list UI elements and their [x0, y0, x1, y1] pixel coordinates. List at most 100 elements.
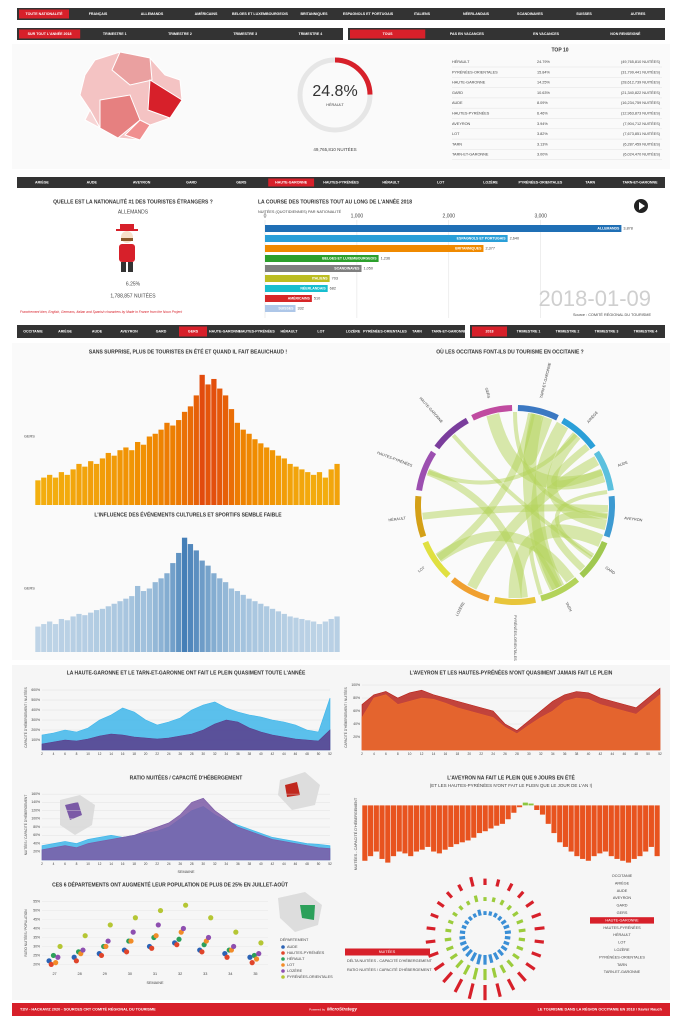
nav-tab[interactable]: LOT: [317, 329, 325, 333]
bar: [265, 305, 296, 312]
radial-bar: [518, 937, 526, 942]
nav-tab[interactable]: OCCITANIE: [23, 329, 43, 333]
filter-item[interactable]: GERS: [617, 911, 628, 915]
nav-tab[interactable]: BELGES ET LUXEMBOURGEOIS: [232, 12, 289, 16]
nav-tab[interactable]: TRIMESTRE 2: [168, 32, 192, 36]
nav-tab[interactable]: ESPAGNOLS ET PORTUGAIS: [343, 12, 394, 16]
filter-item[interactable]: OCCITANIE: [612, 874, 633, 878]
nav-tab[interactable]: ITALIENS: [414, 12, 431, 16]
bar: [499, 805, 505, 824]
nav-tab[interactable]: TRIMESTRE 4: [299, 32, 323, 36]
bar: [316, 624, 323, 652]
nav-tab[interactable]: GARD: [156, 329, 167, 333]
x-tick-label: 44: [282, 862, 286, 866]
x-tick-label: 34: [551, 752, 555, 756]
nav-tab[interactable]: NÉERLANDAIS: [463, 11, 490, 16]
filter-item[interactable]: TARN-ET-GARONNE: [604, 970, 641, 974]
nav-tab[interactable]: SCANDINAVES: [517, 12, 543, 16]
bar: [47, 474, 53, 505]
bar: [265, 295, 312, 302]
nav-tab[interactable]: LOT: [437, 180, 445, 184]
nav-tab[interactable]: ALLEMANDS: [141, 12, 164, 16]
nav-tab[interactable]: GARD: [186, 180, 197, 184]
nav-tab[interactable]: LOZÈRE: [483, 179, 498, 184]
nav-tab-active[interactable]: [350, 29, 426, 39]
nav-tab[interactable]: 2018: [486, 329, 494, 333]
filter-item[interactable]: HAUTES-PYRÉNÉES: [603, 925, 641, 930]
nav-tab[interactable]: LOZÈRE: [346, 328, 361, 333]
nav-tab[interactable]: GERS: [188, 329, 199, 333]
nav-tab[interactable]: HAUTE-GARONNE: [209, 329, 242, 333]
filter-item[interactable]: LOZÈRE: [614, 947, 630, 952]
nav-tab-active[interactable]: [472, 326, 507, 337]
nav-tab[interactable]: PYRÉNÉES-ORIENTALES: [519, 179, 563, 184]
nav-tab[interactable]: SUISSES: [576, 12, 592, 16]
nav-tab[interactable]: ARIÈGE: [58, 328, 72, 333]
filter-item[interactable]: AUDE: [617, 889, 628, 893]
nav-tab[interactable]: TARN-ET-GARONNE: [623, 180, 658, 184]
filter-item[interactable]: HÉRAULT: [613, 932, 631, 937]
nav-tab[interactable]: TRIMESTRE 1: [517, 329, 541, 333]
nav-tab[interactable]: AUTRES: [631, 12, 646, 16]
bar: [368, 805, 374, 857]
nav-tab[interactable]: GERS: [236, 180, 247, 184]
nav-tab[interactable]: TOUS: [383, 32, 394, 36]
filter-item[interactable]: GARD: [617, 904, 628, 908]
nav-tab[interactable]: HAUTES-PYRÉNÉES: [323, 179, 359, 184]
nav-tab[interactable]: AVEYRON: [120, 329, 138, 333]
nav-tab[interactable]: HÉRAULT: [281, 328, 299, 333]
nav-tab-active[interactable]: [179, 326, 207, 337]
chord-arc: [517, 405, 559, 421]
bar: [379, 805, 385, 859]
nav-tab[interactable]: HAUTES-PYRÉNÉES: [239, 328, 275, 333]
top10-nuitees: (49,765,810 NUITÉES): [621, 59, 661, 64]
filter-item[interactable]: HAUTE-GARONNE: [605, 918, 639, 922]
filter-active[interactable]: [590, 917, 654, 924]
filter-item[interactable]: ARIÈGE: [615, 880, 630, 885]
nav-tab[interactable]: NON RENSEIGNÉ: [610, 31, 641, 36]
filter-item[interactable]: TARN: [617, 963, 627, 967]
nav-tab[interactable]: TRIMESTRE 1: [103, 32, 127, 36]
nav-tab[interactable]: ARIÈGE: [35, 179, 49, 184]
nav-tab[interactable]: AVEYRON: [133, 180, 151, 184]
filter-item[interactable]: PYRÉNÉES-ORIENTALES: [599, 954, 645, 959]
nav-tab[interactable]: AMÉRICAINS: [195, 11, 218, 16]
nav-tab[interactable]: TRIMESTRE 3: [233, 32, 257, 36]
x-tick-label: 8: [76, 752, 78, 756]
nationality-title: QUELLE EST LA NATIONALITÉ #1 DES TOURIST…: [53, 197, 213, 205]
nav-tab[interactable]: BRITANNIQUES: [300, 12, 328, 16]
filter-item[interactable]: LOT: [618, 941, 626, 945]
nav-tab-active[interactable]: [19, 29, 81, 39]
chart-title: L'AVEYRON ET LES HAUTES-PYRÉNÉES N'ONT Q…: [410, 668, 613, 676]
nav-tab[interactable]: EN VACANCES: [533, 32, 559, 36]
nav-tab[interactable]: TARN: [412, 329, 422, 333]
nav-tab-active[interactable]: [19, 9, 69, 19]
nav-tab[interactable]: FRANÇAIS: [89, 12, 108, 16]
bar: [562, 805, 569, 847]
nav-tab[interactable]: TOUTE NATIONALITÉ: [25, 11, 63, 16]
bar: [310, 621, 317, 652]
x-tick-label: 2,000: [443, 213, 456, 219]
nav-tab[interactable]: PAS EN VACANCES: [450, 32, 485, 36]
top10-share: 10.63%: [537, 91, 551, 95]
nav-tab[interactable]: HÉRAULT: [382, 179, 400, 184]
nav-tab[interactable]: AUDE: [92, 329, 103, 333]
nav-tab[interactable]: TARN: [585, 180, 595, 184]
x-tick-label: 32: [178, 972, 182, 976]
radial-bar: [476, 954, 482, 965]
nav-tab[interactable]: PYRÉNÉES-ORIENTALES: [363, 328, 407, 333]
bar: [181, 411, 188, 505]
nav-tab[interactable]: SUR TOUT L'ANNÉE 2018: [28, 31, 72, 36]
x-tick-label: 0: [264, 213, 267, 219]
radial-bar: [461, 945, 470, 952]
chord-arc: [579, 540, 608, 578]
filter-item[interactable]: AVEYRON: [613, 896, 632, 900]
nav-tab[interactable]: TARN-ET-GARONNE: [432, 329, 467, 333]
nav-tab[interactable]: TRIMESTRE 3: [595, 329, 619, 333]
nav-tab[interactable]: TRIMESTRE 2: [556, 329, 580, 333]
nav-tab[interactable]: AUDE: [87, 180, 98, 184]
nav-tab[interactable]: HAUTE-GARONNE: [275, 180, 308, 184]
nav-tab[interactable]: TRIMESTRE 4: [634, 329, 658, 333]
bar: [70, 469, 76, 505]
nav-tab-active[interactable]: [268, 178, 315, 187]
